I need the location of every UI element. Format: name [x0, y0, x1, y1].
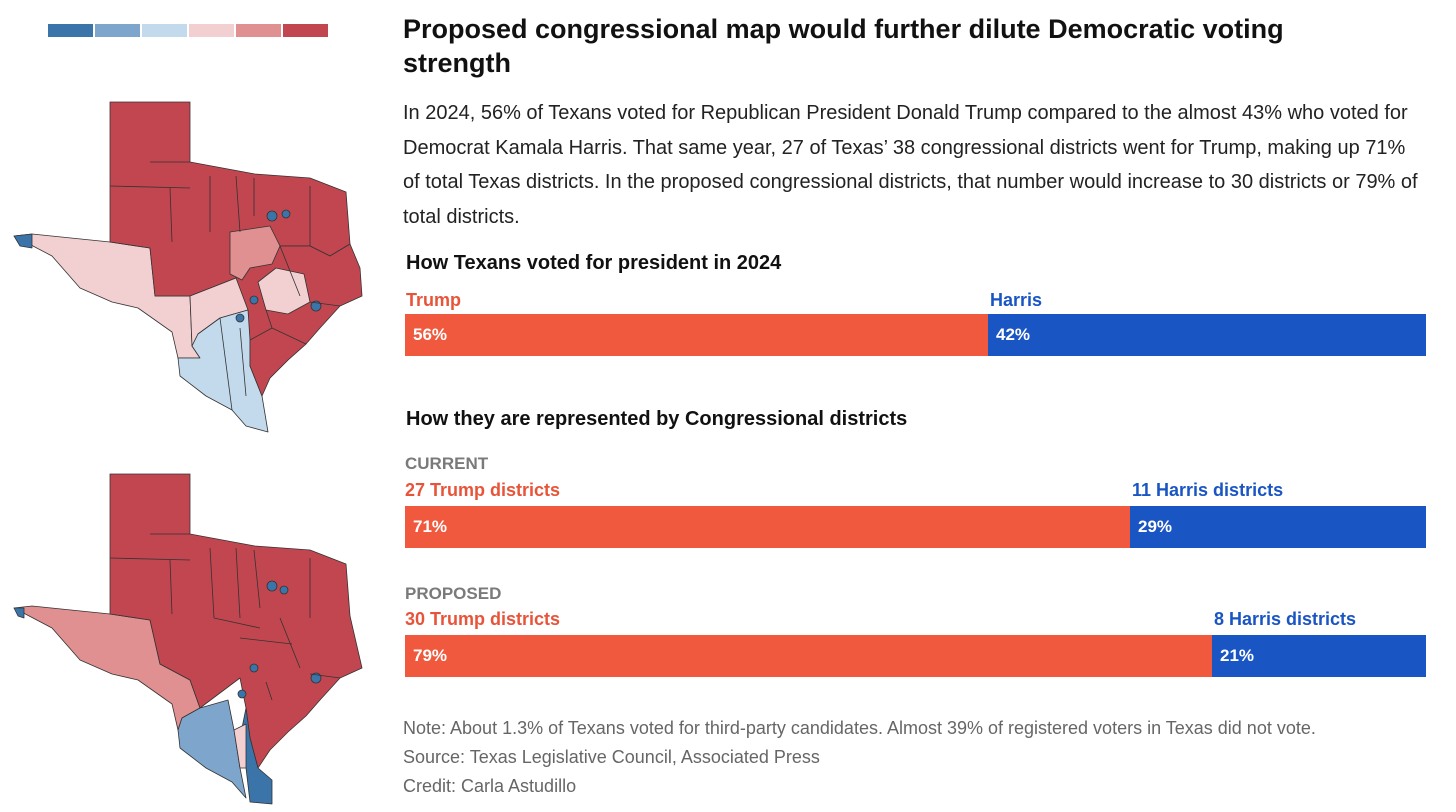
current-trump-label: 27 Trump districts — [405, 480, 561, 500]
dek-paragraph: In 2024, 56% of Texans voted for Republi… — [403, 102, 1418, 228]
legend-swatch-lean-rep — [236, 24, 281, 37]
harris-label: Harris — [990, 290, 1043, 310]
maps-panel — [0, 0, 380, 812]
color-legend — [48, 24, 328, 37]
trump-label: Trump — [406, 290, 462, 310]
section-title-president: How Texans voted for president in 2024 — [406, 252, 782, 274]
proposed-districts-map — [13, 473, 363, 805]
source-text: Source: Texas Legislative Council, Assoc… — [403, 747, 820, 767]
proposed-districts-bar: 79% 21% — [405, 635, 1426, 677]
group-label-current: CURRENT — [405, 454, 489, 473]
headline: Proposed congressional map would further… — [403, 14, 1284, 78]
group-label-proposed: PROPOSED — [405, 584, 502, 603]
proposed-harris-label: 8 Harris districts — [1214, 609, 1357, 629]
trump-value-label: 56% — [413, 325, 448, 344]
credit-text: Credit: Carla Astudillo — [403, 776, 577, 796]
proposed-harris-bar-segment: 21% — [1212, 635, 1426, 677]
proposed-trump-value-label: 79% — [413, 646, 448, 665]
legend-swatch-lean-dem — [95, 24, 140, 37]
note-text: Note: About 1.3% of Texans voted for thi… — [403, 718, 1316, 738]
current-harris-label: 11 Harris districts — [1132, 480, 1284, 500]
president-vote-bar: 56% 42% — [405, 314, 1426, 356]
current-harris-bar-segment: 29% — [1130, 506, 1426, 548]
footnotes: Note: About 1.3% of Texans voted for thi… — [403, 714, 1316, 801]
current-trump-bar-segment: 71% — [405, 506, 1130, 548]
section-title-districts: How they are represented by Congressiona… — [406, 408, 908, 430]
current-harris-value-label: 29% — [1138, 517, 1173, 536]
legend-swatch-strong-rep — [283, 24, 328, 37]
current-districts-bar: 71% 29% — [405, 506, 1426, 548]
proposed-harris-value-label: 21% — [1220, 646, 1255, 665]
proposed-trump-bar-segment: 79% — [405, 635, 1212, 677]
current-districts-map — [13, 101, 363, 433]
harris-value-label: 42% — [996, 325, 1031, 344]
legend-swatch-strong-dem — [48, 24, 93, 37]
harris-bar-segment: 42% — [988, 314, 1426, 356]
legend-swatch-slight-dem — [142, 24, 187, 37]
current-trump-value-label: 71% — [413, 517, 448, 536]
proposed-trump-label: 30 Trump districts — [405, 609, 561, 629]
trump-bar-segment: 56% — [405, 314, 988, 356]
legend-swatch-slight-rep — [189, 24, 234, 37]
